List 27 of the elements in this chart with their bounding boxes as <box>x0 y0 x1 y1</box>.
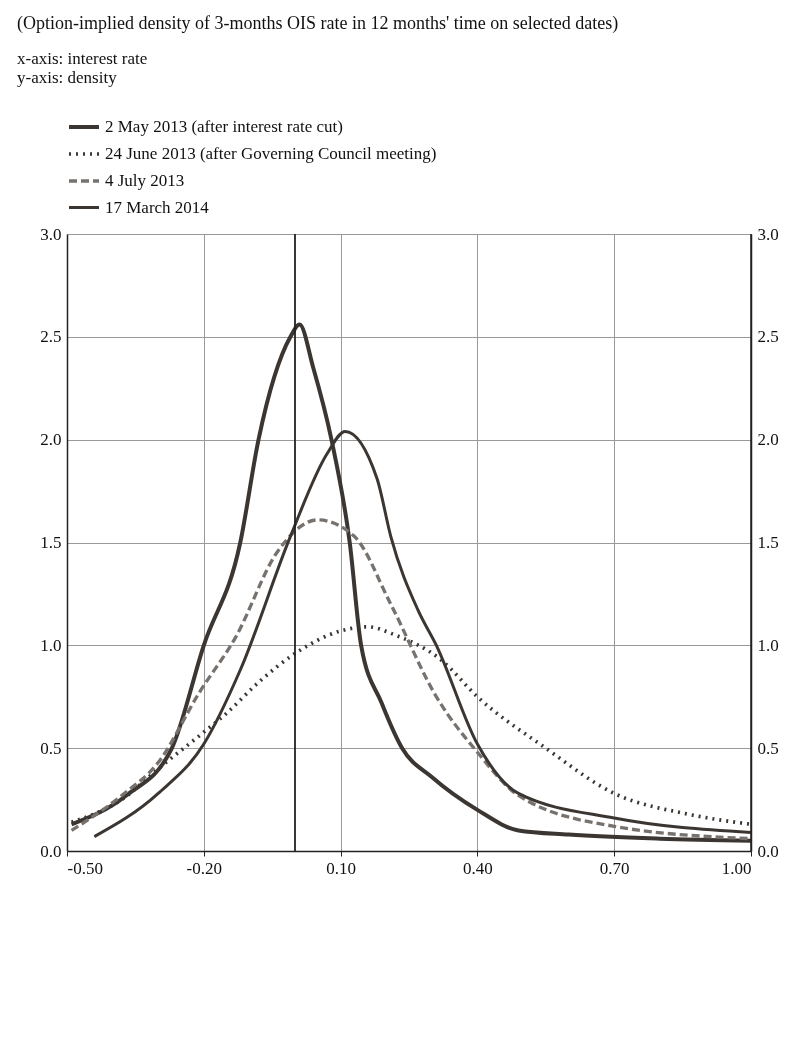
y2-tick-label: 1.0 <box>757 635 779 655</box>
x-tick-label: 0.40 <box>463 858 493 878</box>
y-tick-label: 0.5 <box>40 738 62 758</box>
legend-label: 17 March 2014 <box>105 197 210 217</box>
legend-label: 2 May 2013 (after interest rate cut) <box>105 117 343 136</box>
x-tick-label: 1.00 <box>721 858 752 878</box>
y2-tick-label: 1.5 <box>757 533 779 552</box>
y2-tick-label: 0.5 <box>757 738 779 758</box>
x-tick-label: 0.70 <box>599 858 630 878</box>
text: y-axis: density <box>17 68 118 87</box>
y2-tick-label: 0.0 <box>757 841 779 861</box>
text: x-axis: interest rate <box>17 49 148 68</box>
y-tick-label: 2.0 <box>40 430 62 450</box>
legend-label: 4 July 2013 <box>105 171 185 190</box>
x-tick-label: -0.20 <box>186 858 223 878</box>
x-tick-label: 0.10 <box>326 858 356 878</box>
chart-title: (Option-implied density of 3-months OIS rate in 12 months' time on selected dates) <box>17 13 619 34</box>
x-tick-label: -0.50 <box>67 858 103 878</box>
legend-label: 24 June 2013 (after Governing Council meeting) <box>105 144 437 163</box>
y-tick-label: 3.0 <box>40 224 62 244</box>
y2-tick-label: 2.5 <box>757 327 779 347</box>
y-tick-label: 0.0 <box>40 841 62 861</box>
y2-tick-label: 3.0 <box>757 224 779 244</box>
y-tick-label: 1.5 <box>40 533 62 552</box>
y-tick-label: 1.0 <box>40 635 62 655</box>
y2-tick-label: 2.0 <box>757 430 779 450</box>
y-tick-label: 2.5 <box>40 327 62 347</box>
